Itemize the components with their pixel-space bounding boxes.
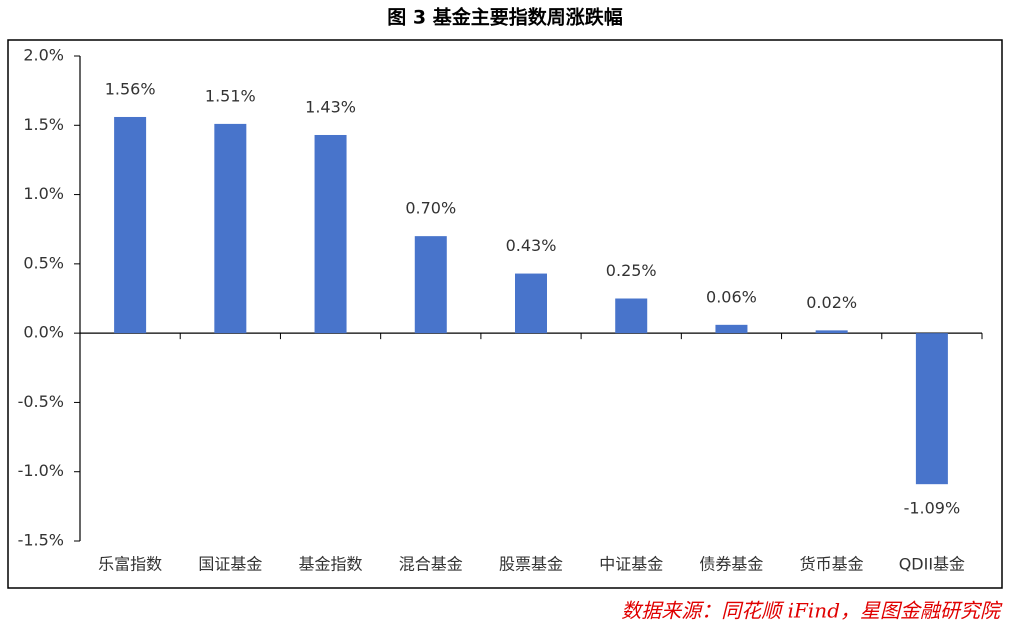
bar	[915, 333, 948, 485]
x-tick-label: 混合基金	[399, 555, 463, 574]
y-tick-label: 0.0%	[23, 323, 64, 342]
y-tick-label: 1.0%	[23, 184, 64, 203]
x-tick-label: QDII基金	[899, 555, 965, 574]
y-tick-label: 2.0%	[23, 46, 64, 65]
y-tick-label: 0.5%	[23, 253, 64, 272]
bar	[214, 123, 247, 334]
value-label: 0.02%	[806, 293, 857, 312]
bar	[114, 116, 147, 334]
x-tick-label: 乐富指数	[98, 555, 162, 574]
x-tick-label: 国证基金	[198, 555, 262, 574]
chart-border	[7, 39, 1003, 589]
x-tick-label: 货币基金	[800, 555, 864, 574]
value-label: 0.70%	[405, 199, 456, 218]
bar	[615, 298, 648, 334]
bar	[414, 236, 447, 334]
x-tick-label: 中证基金	[599, 555, 663, 574]
value-label: 1.43%	[305, 97, 356, 116]
value-label: 0.06%	[706, 287, 757, 306]
value-label: 0.43%	[506, 236, 557, 255]
y-tick-label: -0.5%	[18, 392, 64, 411]
bar	[715, 324, 748, 334]
value-label: 1.51%	[205, 86, 256, 105]
y-tick-label: -1.0%	[18, 461, 64, 480]
bar	[815, 330, 848, 334]
source-note: 数据来源：同花顺 iFind，星图金融研究院	[621, 599, 1003, 623]
x-tick-label: 股票基金	[499, 555, 563, 574]
x-tick-label: 基金指数	[299, 555, 363, 574]
chart-title: 图 3 基金主要指数周涨跌幅	[387, 6, 622, 29]
y-tick-label: 1.5%	[23, 115, 64, 134]
value-label: 0.25%	[606, 261, 657, 280]
bar	[314, 134, 347, 334]
bar	[515, 273, 547, 334]
y-tick-label: -1.5%	[18, 531, 64, 550]
value-label: -1.09%	[904, 499, 961, 518]
value-label: 1.56%	[105, 79, 156, 98]
x-tick-label: 债券基金	[699, 555, 763, 574]
